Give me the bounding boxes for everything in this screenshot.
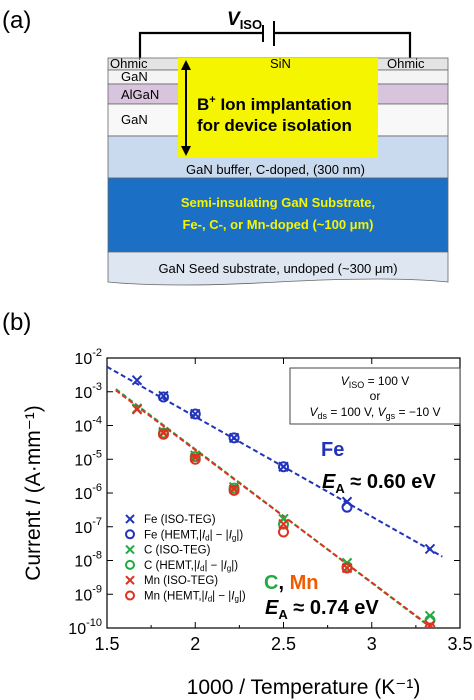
data-point bbox=[341, 501, 353, 513]
implant-label-line2: for device isolation bbox=[197, 116, 352, 135]
fit-line bbox=[115, 389, 435, 628]
panel-b: (b) 1.5 2 2.5 3 3.510-210-310-410-510-610-71… bbox=[2, 309, 473, 699]
data-point bbox=[228, 432, 240, 444]
y-tick-label: 10-7 bbox=[74, 516, 102, 537]
legend-marker-stroke bbox=[125, 544, 135, 555]
legend-marker bbox=[125, 544, 135, 555]
algan-label: AlGaN bbox=[121, 87, 159, 102]
fit-line bbox=[107, 365, 443, 558]
x-tick-label: 2.5 bbox=[271, 634, 296, 654]
data-point-stroke bbox=[424, 543, 436, 555]
y-tick-label: 10-5 bbox=[74, 448, 102, 469]
x-tick-label: 3.5 bbox=[447, 634, 472, 654]
data-point bbox=[189, 453, 201, 465]
y-axis-label: Current I (A·mm⁻¹) bbox=[22, 405, 45, 581]
implant-label-line1: B+ Ion implantation bbox=[197, 94, 352, 114]
mn-annotation: Mn bbox=[290, 572, 319, 594]
ohmic-right-label: Ohmic bbox=[387, 56, 425, 71]
data-point bbox=[131, 374, 143, 386]
viso-label: VISO bbox=[227, 9, 262, 32]
sin-label: SiN bbox=[270, 56, 291, 71]
legend-marker-stroke bbox=[125, 575, 135, 585]
legend-marker bbox=[125, 514, 135, 524]
condition-box-frame bbox=[289, 367, 461, 425]
y-tick-label: 10-6 bbox=[74, 482, 102, 503]
condition-box: VISO = 100 V or Vds = 100 V, Vgs = −10 V bbox=[289, 367, 461, 425]
c-mn-annotation: C, Mn bbox=[264, 572, 318, 594]
legend-marker bbox=[125, 529, 135, 540]
device-stack bbox=[107, 57, 449, 286]
buffer-label: GaN buffer, C-doped, (300 nm) bbox=[186, 162, 365, 177]
panel-a: (a) VISO Ohmic Ohmic SiN GaN bbox=[2, 7, 449, 286]
x-tick-label: 3 bbox=[367, 634, 377, 654]
data-point bbox=[341, 562, 353, 574]
y-tick-label: 10-4 bbox=[74, 415, 102, 436]
legend-entry: Fe (ISO-TEG) bbox=[144, 514, 216, 526]
data-point bbox=[424, 620, 436, 628]
condition-line3: Vds = 100 V, Vgs = −10 V bbox=[309, 405, 440, 421]
legend-entry: Fe (HEMT,|Id| − |Ig|) bbox=[144, 529, 243, 542]
legend-marker bbox=[125, 590, 135, 601]
wire-left bbox=[138, 31, 262, 58]
panel-a-label: (a) bbox=[2, 7, 31, 34]
data-point bbox=[424, 543, 436, 555]
condition-line1: VISO = 100 V bbox=[341, 374, 410, 390]
c-mn-activation-energy: EA ≈ 0.74 eV bbox=[265, 597, 379, 622]
data-point-stroke bbox=[278, 518, 289, 530]
legend-marker bbox=[125, 559, 135, 570]
legend-marker-stroke bbox=[125, 514, 135, 524]
legend-entry: C (HEMT,|Id| − |Ig|) bbox=[144, 560, 238, 573]
substrate-label-line2: Fe-, C-, or Mn-doped (~100 μm) bbox=[182, 217, 373, 232]
data-point bbox=[228, 484, 240, 496]
seed-substrate-layer bbox=[107, 251, 449, 286]
wire-right bbox=[275, 31, 412, 58]
data-point bbox=[157, 391, 169, 403]
data-point bbox=[278, 518, 289, 530]
fe-activation-energy: EA ≈ 0.60 eV bbox=[322, 471, 436, 496]
substrate-label-line1: Semi-insulating GaN Substrate, bbox=[181, 195, 375, 210]
data-point-stroke bbox=[131, 404, 143, 415]
y-tick-label: 10-8 bbox=[74, 550, 102, 571]
gan-channel-label: GaN bbox=[121, 112, 148, 127]
implant-depth-arrow bbox=[181, 60, 191, 156]
data-point bbox=[278, 461, 289, 473]
data-point-stroke bbox=[425, 620, 436, 628]
y-tick-label: 10-2 bbox=[74, 347, 102, 368]
seed-label: GaN Seed substrate, undoped (~300 μm) bbox=[158, 261, 397, 276]
data-point-stroke bbox=[131, 374, 143, 386]
x-tick-label: 1.5 bbox=[94, 634, 119, 654]
condition-line2: or bbox=[370, 389, 381, 403]
bias-circuit bbox=[138, 21, 412, 58]
x-axis-label: 1000 / Temperature (K⁻¹) bbox=[187, 676, 421, 699]
panel-b-label: (b) bbox=[2, 309, 31, 336]
legend-marker bbox=[125, 575, 135, 585]
ohmic-left-label: Ohmic bbox=[110, 56, 148, 71]
y-tick-label: 10-3 bbox=[74, 381, 102, 402]
legend: Fe (ISO-TEG) Fe (HEMT,|Id| − |Ig|) C (ISO-… bbox=[125, 514, 246, 604]
implant-region bbox=[178, 58, 378, 158]
legend-entry: Mn (ISO-TEG) bbox=[144, 575, 218, 587]
c-annotation: C bbox=[264, 572, 278, 594]
gan-cap-label: GaN bbox=[121, 69, 148, 84]
data-point bbox=[157, 428, 169, 440]
substrate-layer bbox=[107, 177, 449, 253]
x-tick-label: 2 bbox=[190, 634, 200, 654]
data-point bbox=[131, 404, 143, 415]
plot-area: 1.5 2 2.5 3 3.5 10-2 10-3 10-4 10-5 10-6 10-7 10-8 1… bbox=[22, 347, 473, 699]
legend-entry: C (ISO-TEG) bbox=[144, 545, 211, 557]
data-point bbox=[278, 518, 289, 530]
y-tick-label: 10-10 bbox=[68, 617, 102, 638]
y-tick-label: 10-9 bbox=[74, 583, 102, 604]
plot-contents bbox=[107, 365, 443, 628]
data-point bbox=[189, 408, 201, 420]
fe-annotation: Fe bbox=[321, 439, 344, 461]
data-point bbox=[424, 622, 436, 628]
data-point bbox=[278, 526, 289, 538]
legend-entry: Mn (HEMT,|Id| − |Ig|) bbox=[144, 591, 246, 604]
